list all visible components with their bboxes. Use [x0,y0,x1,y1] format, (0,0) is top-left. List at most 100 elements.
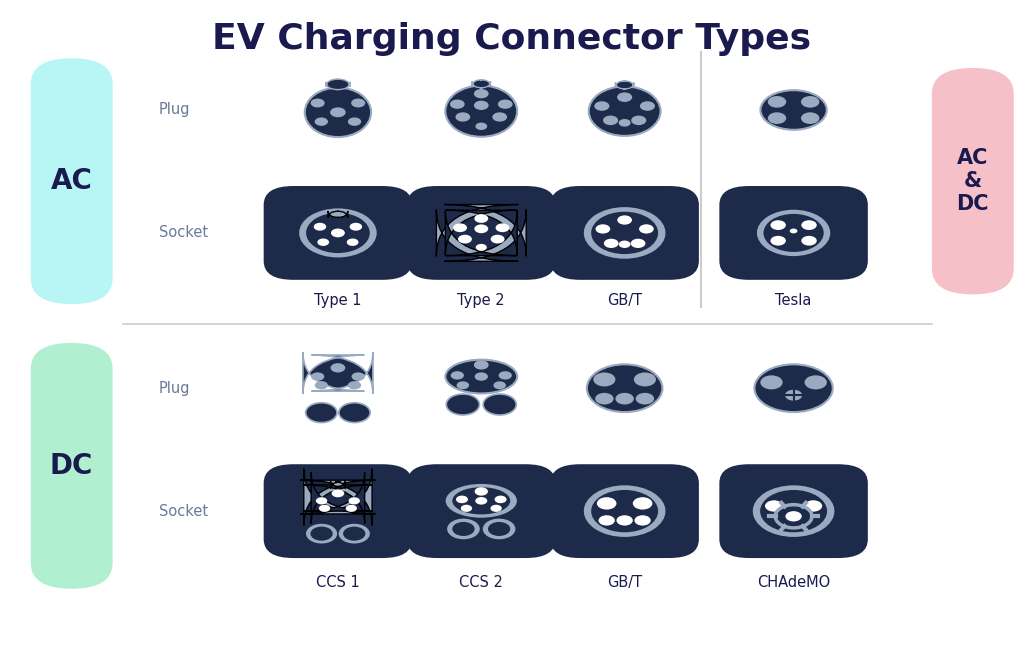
Circle shape [348,498,359,505]
Ellipse shape [299,208,377,258]
Text: Socket: Socket [159,503,208,519]
FancyBboxPatch shape [407,465,555,558]
Circle shape [450,100,465,109]
Circle shape [603,116,618,125]
Ellipse shape [453,487,510,514]
Circle shape [482,519,515,540]
Circle shape [476,244,486,251]
Circle shape [313,223,327,231]
Ellipse shape [306,213,370,253]
Circle shape [496,223,510,232]
Ellipse shape [757,210,830,256]
FancyBboxPatch shape [303,352,373,394]
Circle shape [595,393,613,404]
Circle shape [770,220,785,230]
FancyBboxPatch shape [615,81,634,89]
Ellipse shape [305,87,371,137]
Circle shape [451,371,464,380]
FancyBboxPatch shape [326,79,350,90]
Text: CHAdeMO: CHAdeMO [757,575,830,590]
Text: CCS 1: CCS 1 [316,575,359,590]
Circle shape [636,393,654,404]
Circle shape [631,239,645,248]
Circle shape [306,402,337,422]
Circle shape [311,373,325,380]
Circle shape [461,505,472,512]
Ellipse shape [587,364,663,412]
Text: EV Charging Connector Types: EV Charging Connector Types [212,22,812,56]
Circle shape [453,522,474,536]
Circle shape [596,225,610,234]
Circle shape [331,363,345,373]
Circle shape [802,220,817,230]
Circle shape [447,519,480,540]
Circle shape [805,375,826,389]
FancyBboxPatch shape [445,210,517,256]
Circle shape [593,373,615,386]
Circle shape [339,524,370,543]
FancyBboxPatch shape [551,186,698,280]
Circle shape [490,505,502,512]
Ellipse shape [760,490,827,532]
Circle shape [316,498,328,505]
Circle shape [456,113,470,122]
FancyBboxPatch shape [407,186,555,280]
Circle shape [349,223,362,231]
Ellipse shape [445,484,517,518]
Text: GB/T: GB/T [607,293,642,309]
Circle shape [594,102,609,111]
Circle shape [640,102,655,111]
Circle shape [494,381,506,389]
Ellipse shape [589,87,660,136]
FancyBboxPatch shape [472,80,490,88]
FancyBboxPatch shape [551,465,698,558]
Circle shape [457,381,469,389]
Circle shape [631,116,646,125]
Circle shape [314,117,328,126]
Circle shape [456,496,468,503]
Circle shape [616,515,633,525]
Circle shape [617,215,632,225]
Circle shape [346,505,357,512]
FancyBboxPatch shape [31,58,113,304]
Circle shape [474,360,488,369]
Circle shape [768,96,786,107]
Circle shape [770,236,785,246]
Circle shape [347,239,358,246]
Circle shape [475,122,487,130]
Circle shape [474,225,488,233]
Text: CCS 2: CCS 2 [460,575,503,590]
Circle shape [598,515,614,525]
Circle shape [785,389,802,400]
FancyBboxPatch shape [719,186,868,280]
FancyBboxPatch shape [719,465,868,558]
Ellipse shape [755,364,833,412]
Text: Type 1: Type 1 [314,293,361,309]
Circle shape [490,235,505,243]
Circle shape [634,373,656,386]
Circle shape [597,497,616,510]
FancyBboxPatch shape [300,468,376,525]
Circle shape [474,214,488,223]
Circle shape [804,500,822,512]
Circle shape [790,228,798,234]
Circle shape [785,511,802,521]
Circle shape [317,239,329,246]
Circle shape [483,394,516,415]
Circle shape [348,381,361,389]
Circle shape [615,393,634,404]
Circle shape [446,394,479,415]
Circle shape [318,505,330,512]
Text: DC: DC [50,452,93,480]
Text: GB/T: GB/T [607,575,642,590]
Text: Tesla: Tesla [775,293,812,309]
Circle shape [332,489,344,498]
Circle shape [495,496,507,503]
Text: Plug: Plug [159,102,190,118]
Circle shape [351,373,365,380]
FancyBboxPatch shape [331,480,345,488]
Circle shape [474,487,488,496]
Circle shape [493,113,507,122]
Circle shape [331,228,345,237]
FancyBboxPatch shape [303,472,373,523]
